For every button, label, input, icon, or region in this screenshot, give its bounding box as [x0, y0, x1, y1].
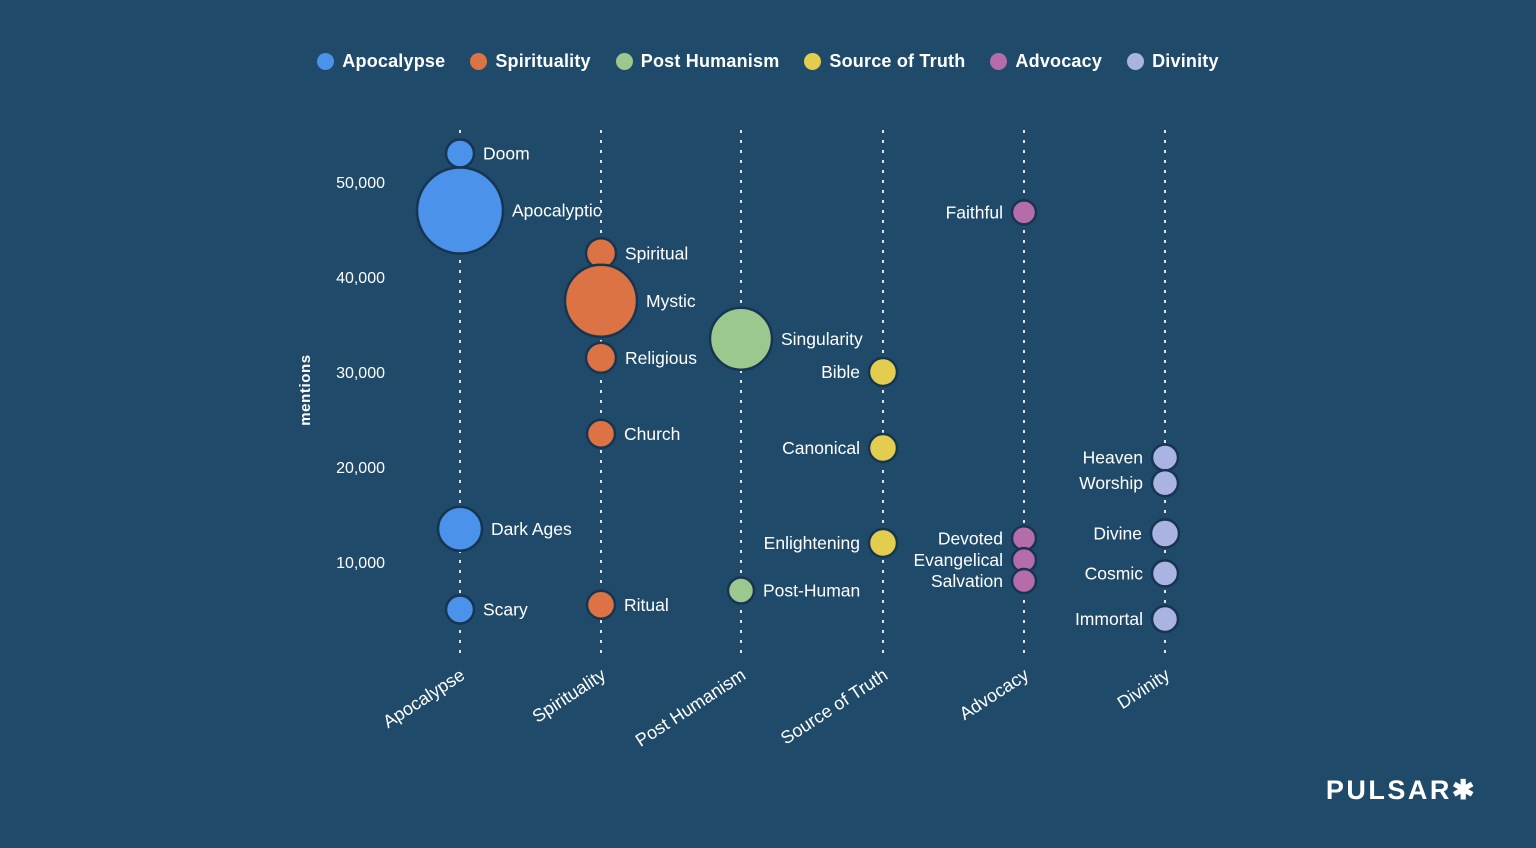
category-axis-label-source-of-truth: Source of Truth — [777, 665, 891, 749]
legend-dot-icon — [1127, 53, 1145, 70]
bubble-label-dark-ages: Dark Ages — [491, 519, 572, 539]
y-tick-label: 10,000 — [336, 555, 385, 572]
bubble-label-cosmic: Cosmic — [1085, 563, 1144, 583]
category-axis-label-advocacy: Advocacy — [956, 665, 1032, 724]
legend-label: Source of Truth — [829, 51, 966, 71]
bubble-label-apocalyptic: Apocalyptic — [512, 201, 602, 221]
bubble-label-church: Church — [624, 424, 680, 444]
bubble-church — [585, 418, 617, 449]
category-axis-label-spirituality: Spirituality — [529, 665, 610, 727]
bubble-mystic — [563, 263, 639, 338]
bubble-label-singularity: Singularity — [781, 329, 863, 349]
category-axis-label-apocalypse: Apocalypse — [379, 665, 468, 732]
bubble-label-mystic: Mystic — [646, 291, 696, 311]
legend-label: Advocacy — [1015, 51, 1103, 71]
y-tick-label: 30,000 — [336, 365, 385, 382]
bubble-singularity — [708, 306, 774, 371]
legend-item-apocalypse: Apocalypse — [317, 51, 445, 72]
bubble-cosmic — [1150, 559, 1180, 588]
bubble-label-evangelical: Evangelical — [914, 550, 1004, 570]
bubble-dark-ages — [436, 505, 484, 552]
bubble-label-ritual: Ritual — [624, 595, 669, 615]
y-tick-label: 20,000 — [336, 460, 385, 477]
legend-dot-icon — [470, 53, 488, 70]
bubble-enlightening — [867, 527, 899, 559]
legend-item-spirituality: Spirituality — [470, 51, 591, 72]
bubble-label-worship: Worship — [1079, 473, 1143, 493]
legend-item-advocacy: Advocacy — [990, 51, 1102, 72]
bubble-label-devoted: Devoted — [938, 528, 1003, 548]
bubble-salvation — [1010, 567, 1038, 595]
bubble-label-doom: Doom — [483, 144, 530, 164]
legend-label: Divinity — [1152, 51, 1219, 71]
category-axis-label-divinity: Divinity — [1114, 665, 1174, 713]
bubble-divine — [1149, 518, 1181, 549]
bubble-doom — [444, 138, 476, 169]
bubble-post-human — [726, 576, 756, 605]
legend-item-source-of-truth: Source of Truth — [804, 51, 965, 72]
bubble-apocalyptic — [415, 166, 505, 255]
legend-label: Spirituality — [495, 51, 591, 71]
bubble-label-canonical: Canonical — [782, 438, 860, 458]
bubble-ritual — [585, 589, 617, 620]
category-axis-label-post-humanism: Post Humanism — [632, 665, 749, 751]
bubble-heaven — [1150, 443, 1180, 472]
bubble-label-religious: Religious — [625, 348, 697, 368]
bubble-label-bible: Bible — [821, 362, 860, 382]
bubble-label-enlightening: Enlightening — [764, 533, 860, 553]
bubble-scary — [444, 594, 476, 625]
pulsar-logo: PULSAR✱ — [1325, 775, 1477, 805]
legend-dot-icon — [990, 53, 1008, 70]
chart-legend: Apocalypse Spirituality Post Humanism Sourc… — [0, 51, 1536, 72]
legend-item-post-humanism: Post Humanism — [615, 51, 780, 72]
bubble-label-post-human: Post-Human — [763, 581, 860, 601]
legend-label: Apocalypse — [342, 51, 446, 71]
bubble-label-immortal: Immortal — [1075, 609, 1143, 629]
bubble-label-faithful: Faithful — [946, 202, 1003, 222]
legend-dot-icon — [615, 53, 633, 70]
y-tick-label: 40,000 — [336, 270, 385, 287]
bubble-bible — [867, 356, 899, 388]
legend-dot-icon — [804, 53, 822, 70]
bubble-worship — [1150, 468, 1180, 498]
bubble-label-spiritual: Spiritual — [625, 243, 688, 263]
y-axis-title: mentions — [297, 354, 314, 425]
bubble-label-salvation: Salvation — [931, 571, 1003, 591]
y-tick-label: 50,000 — [336, 175, 385, 192]
bubble-canonical — [867, 432, 899, 464]
bubble-label-heaven: Heaven — [1083, 448, 1143, 468]
bubble-label-scary: Scary — [483, 600, 528, 620]
legend-item-divinity: Divinity — [1127, 51, 1219, 72]
bubble-faithful — [1010, 199, 1038, 226]
bubble-label-divine: Divine — [1093, 524, 1142, 544]
bubble-devoted — [1010, 525, 1038, 552]
legend-dot-icon — [317, 53, 335, 70]
bubble-religious — [584, 341, 618, 374]
bubble-immortal — [1150, 604, 1180, 634]
legend-label: Post Humanism — [640, 51, 780, 71]
